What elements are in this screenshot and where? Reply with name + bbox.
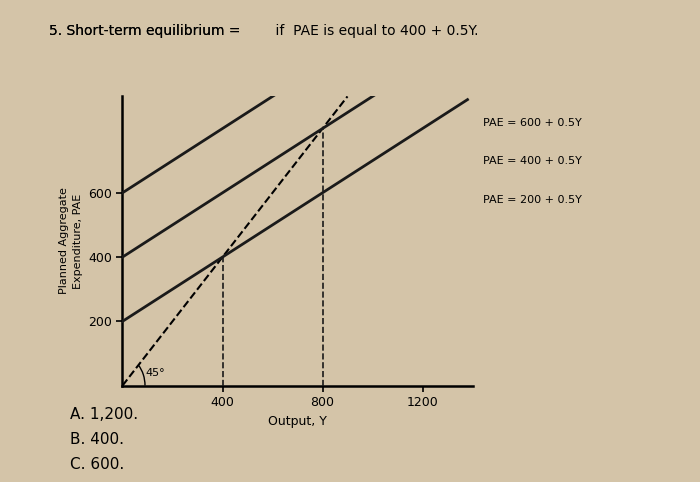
- Text: A. 1,200.: A. 1,200.: [70, 407, 138, 422]
- Text: 5. Short-term equilibrium =        if  PAE is equal to 400 + 0.5Y.: 5. Short-term equilibrium = if PAE is eq…: [49, 24, 479, 38]
- Text: 45°: 45°: [145, 368, 164, 378]
- Text: PAE = 600 + 0.5Y: PAE = 600 + 0.5Y: [483, 118, 582, 128]
- X-axis label: Output, Y: Output, Y: [268, 415, 327, 428]
- Text: B. 400.: B. 400.: [70, 432, 124, 447]
- Text: 5. Short-term equilibrium =: 5. Short-term equilibrium =: [49, 24, 245, 38]
- Text: PAE = 200 + 0.5Y: PAE = 200 + 0.5Y: [483, 195, 582, 205]
- Y-axis label: Planned Aggregate
Expenditure, PAE: Planned Aggregate Expenditure, PAE: [59, 187, 83, 295]
- Text: PAE = 400 + 0.5Y: PAE = 400 + 0.5Y: [483, 157, 582, 166]
- Text: C. 600.: C. 600.: [70, 457, 125, 472]
